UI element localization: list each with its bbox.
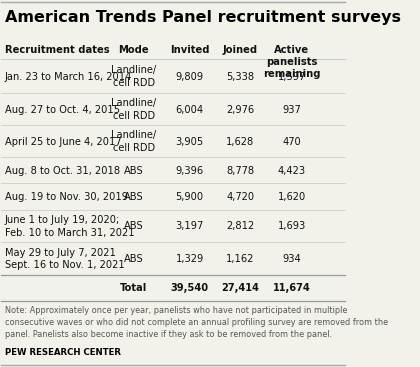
Text: 934: 934 bbox=[282, 254, 301, 264]
Text: ABS: ABS bbox=[124, 254, 144, 264]
Text: 2,812: 2,812 bbox=[226, 221, 254, 232]
Text: 1,628: 1,628 bbox=[226, 137, 254, 146]
Text: Mode: Mode bbox=[118, 45, 149, 55]
Text: Landline/
cell RDD: Landline/ cell RDD bbox=[111, 98, 156, 121]
Text: Joined: Joined bbox=[223, 45, 257, 55]
Text: April 25 to June 4, 2017: April 25 to June 4, 2017 bbox=[5, 137, 121, 146]
Text: Jan. 23 to March 16, 2014: Jan. 23 to March 16, 2014 bbox=[5, 72, 132, 81]
Text: 1,329: 1,329 bbox=[176, 254, 204, 264]
Text: 3,905: 3,905 bbox=[176, 137, 204, 146]
Text: American Trends Panel recruitment surveys: American Trends Panel recruitment survey… bbox=[5, 11, 401, 25]
Text: Landline/
cell RDD: Landline/ cell RDD bbox=[111, 130, 156, 153]
Text: Landline/
cell RDD: Landline/ cell RDD bbox=[111, 65, 156, 88]
Text: Total: Total bbox=[120, 283, 147, 293]
Text: 11,674: 11,674 bbox=[273, 283, 310, 293]
Text: PEW RESEARCH CENTER: PEW RESEARCH CENTER bbox=[5, 348, 121, 357]
Text: 2,976: 2,976 bbox=[226, 105, 254, 115]
Text: Active
panelists
remaining: Active panelists remaining bbox=[263, 45, 320, 79]
Text: May 29 to July 7, 2021
Sept. 16 to Nov. 1, 2021: May 29 to July 7, 2021 Sept. 16 to Nov. … bbox=[5, 248, 125, 270]
Text: ABS: ABS bbox=[124, 192, 144, 202]
Text: 9,809: 9,809 bbox=[176, 72, 204, 81]
Text: 937: 937 bbox=[282, 105, 301, 115]
Text: Recruitment dates: Recruitment dates bbox=[5, 45, 110, 55]
Text: Invited: Invited bbox=[170, 45, 209, 55]
Text: 9,396: 9,396 bbox=[176, 166, 204, 176]
Text: ABS: ABS bbox=[124, 221, 144, 232]
Text: Note: Approximately once per year, panelists who have not participated in multip: Note: Approximately once per year, panel… bbox=[5, 306, 388, 339]
Text: ABS: ABS bbox=[124, 166, 144, 176]
Text: 3,197: 3,197 bbox=[176, 221, 204, 232]
Text: Aug. 8 to Oct. 31, 2018: Aug. 8 to Oct. 31, 2018 bbox=[5, 166, 120, 176]
Text: 4,720: 4,720 bbox=[226, 192, 254, 202]
Text: Aug. 19 to Nov. 30, 2019: Aug. 19 to Nov. 30, 2019 bbox=[5, 192, 128, 202]
Text: 5,900: 5,900 bbox=[176, 192, 204, 202]
Text: 39,540: 39,540 bbox=[171, 283, 209, 293]
Text: 1,693: 1,693 bbox=[278, 221, 306, 232]
Text: 27,414: 27,414 bbox=[221, 283, 259, 293]
Text: 4,423: 4,423 bbox=[278, 166, 306, 176]
Text: 5,338: 5,338 bbox=[226, 72, 254, 81]
Text: Aug. 27 to Oct. 4, 2015: Aug. 27 to Oct. 4, 2015 bbox=[5, 105, 120, 115]
Text: 470: 470 bbox=[282, 137, 301, 146]
Text: 1,597: 1,597 bbox=[278, 72, 306, 81]
Text: June 1 to July 19, 2020;
Feb. 10 to March 31, 2021: June 1 to July 19, 2020; Feb. 10 to Marc… bbox=[5, 215, 134, 238]
Text: 8,778: 8,778 bbox=[226, 166, 254, 176]
Text: 6,004: 6,004 bbox=[176, 105, 204, 115]
Text: 1,620: 1,620 bbox=[278, 192, 306, 202]
Text: 1,162: 1,162 bbox=[226, 254, 254, 264]
